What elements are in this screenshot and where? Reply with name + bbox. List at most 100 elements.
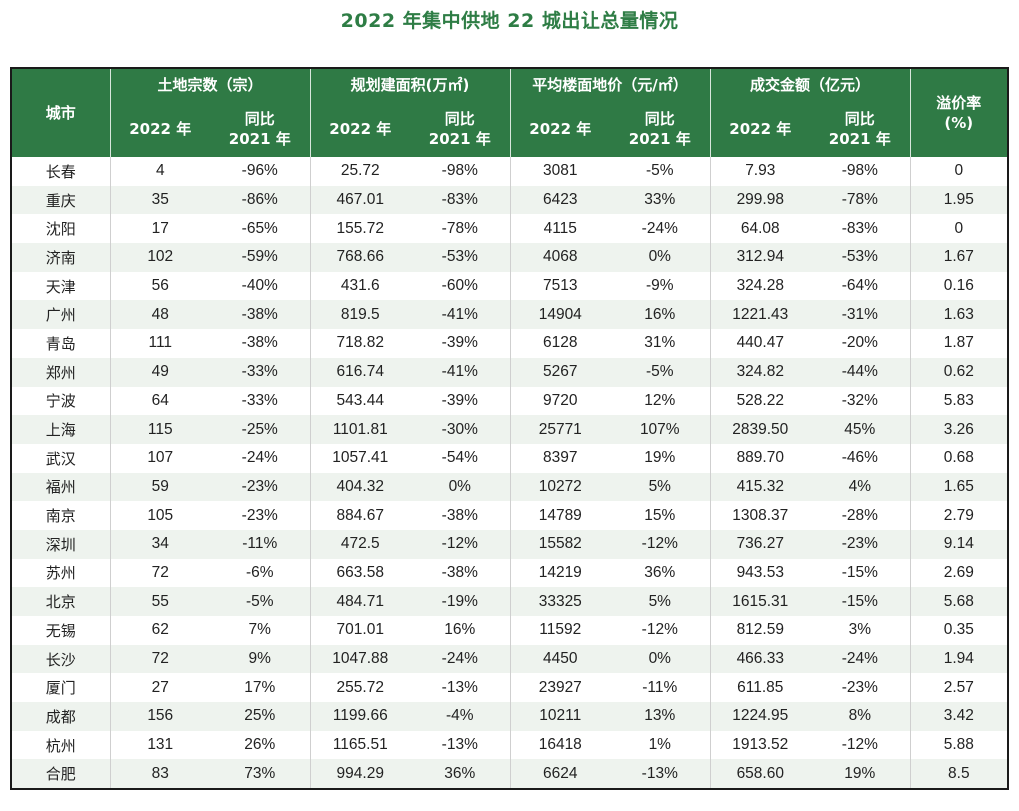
cell-deal-amount-yoy: -78% xyxy=(810,185,911,215)
cell-deal-amount-2022: 1615.31 xyxy=(709,587,811,616)
cell-deal-amount-yoy: -46% xyxy=(810,443,911,473)
cell-land-count-yoy: -5% xyxy=(210,587,311,616)
page-title: 2022 年集中供地 22 城出让总量情况 xyxy=(340,10,679,32)
cell-land-count-2022: 83 xyxy=(109,759,210,790)
cell-floor-price-2022: 23927 xyxy=(509,673,611,703)
cell-land-count-yoy: -96% xyxy=(210,157,311,186)
land-supply-table: 城市 土地宗数（宗） 规划建面积(万㎡) 平均楼面地价（元/㎡） 成交金额（亿元… xyxy=(10,67,1010,791)
cell-premium-rate: 2.79 xyxy=(909,501,1009,530)
cell-land-count-yoy: -23% xyxy=(210,472,311,502)
subheader-yoy-line2: 2021 年 xyxy=(228,129,291,148)
table-row: 厦门 27 17% 255.72 -13% 23927 -11% 611.85 -23% 2.57 xyxy=(11,673,1009,703)
cell-premium-rate: 1.94 xyxy=(909,644,1009,674)
cell-premium-rate: 2.69 xyxy=(909,558,1009,588)
cell-premium-rate: 5.88 xyxy=(909,730,1009,760)
cell-deal-amount-2022: 2839.50 xyxy=(709,415,811,444)
cell-deal-amount-yoy: -28% xyxy=(810,501,911,530)
table-row: 福州 59 -23% 404.32 0% 10272 5% 415.32 4% 1.65 xyxy=(11,472,1009,502)
header-group-floor-price: 平均楼面地价（元/㎡） xyxy=(509,68,711,100)
cell-city: 长沙 xyxy=(11,644,110,674)
cell-premium-rate: 3.26 xyxy=(909,415,1009,444)
cell-floor-price-yoy: 31% xyxy=(610,329,711,358)
table-row: 济南 102 -59% 768.66 -53% 4068 0% 312.94 -53% 1.67 xyxy=(11,243,1009,272)
cell-deal-amount-2022: 658.60 xyxy=(709,759,811,790)
cell-floor-price-2022: 25771 xyxy=(509,415,611,444)
cell-deal-amount-yoy: -44% xyxy=(810,357,911,387)
cell-city: 广州 xyxy=(11,300,110,330)
subheader-planned-area-2022: 2022 年 xyxy=(309,100,411,157)
table-row: 广州 48 -38% 819.5 -41% 14904 16% 1221.43 -31% 1.63 xyxy=(11,300,1009,330)
cell-deal-amount-2022: 1913.52 xyxy=(709,730,811,760)
cell-floor-price-yoy: -13% xyxy=(610,759,711,790)
cell-deal-amount-2022: 1224.95 xyxy=(709,702,811,731)
cell-planned-area-2022: 701.01 xyxy=(309,616,411,645)
cell-floor-price-2022: 11592 xyxy=(509,616,611,645)
cell-planned-area-yoy: 0% xyxy=(410,472,511,502)
cell-city: 厦门 xyxy=(11,673,110,703)
cell-city: 南京 xyxy=(11,501,110,530)
cell-land-count-2022: 4 xyxy=(109,157,210,186)
cell-floor-price-yoy: 19% xyxy=(610,443,711,473)
cell-deal-amount-yoy: 4% xyxy=(810,472,911,502)
cell-planned-area-yoy: -19% xyxy=(410,587,511,616)
cell-land-count-yoy: 9% xyxy=(210,644,311,674)
cell-city: 苏州 xyxy=(11,558,110,588)
cell-floor-price-yoy: 0% xyxy=(610,644,711,674)
subheader-land-count-2022: 2022 年 xyxy=(109,100,210,157)
cell-floor-price-yoy: 0% xyxy=(610,243,711,272)
cell-land-count-yoy: 25% xyxy=(210,702,311,731)
cell-deal-amount-2022: 528.22 xyxy=(709,386,811,416)
cell-deal-amount-2022: 324.28 xyxy=(709,271,811,301)
cell-planned-area-2022: 543.44 xyxy=(309,386,411,416)
cell-land-count-2022: 72 xyxy=(109,558,210,588)
cell-floor-price-2022: 9720 xyxy=(509,386,611,416)
cell-planned-area-2022: 768.66 xyxy=(309,243,411,272)
cell-planned-area-yoy: -4% xyxy=(410,702,511,731)
cell-planned-area-2022: 255.72 xyxy=(309,673,411,703)
cell-premium-rate: 0.62 xyxy=(909,357,1009,387)
cell-deal-amount-2022: 736.27 xyxy=(709,529,811,559)
cell-premium-rate: 1.63 xyxy=(909,300,1009,330)
cell-floor-price-2022: 14789 xyxy=(509,501,611,530)
cell-premium-rate: 2.57 xyxy=(909,673,1009,703)
subheader-yoy-line1: 同比 xyxy=(844,109,875,128)
cell-planned-area-yoy: -24% xyxy=(410,644,511,674)
cell-floor-price-yoy: -12% xyxy=(610,616,711,645)
cell-planned-area-yoy: -53% xyxy=(410,243,511,272)
cell-deal-amount-yoy: 8% xyxy=(810,702,911,731)
cell-planned-area-yoy: 16% xyxy=(410,616,511,645)
cell-floor-price-2022: 6128 xyxy=(509,329,611,358)
cell-floor-price-yoy: 5% xyxy=(610,472,711,502)
header-group-planned-area: 规划建面积(万㎡) xyxy=(309,68,511,100)
cell-deal-amount-yoy: 3% xyxy=(810,616,911,645)
cell-premium-rate: 1.65 xyxy=(909,472,1009,502)
table-row: 青岛 111 -38% 718.82 -39% 6128 31% 440.47 -20% 1.87 xyxy=(11,329,1009,358)
cell-city: 杭州 xyxy=(11,730,110,760)
subheader-yoy-line1: 同比 xyxy=(444,109,475,128)
table-row: 武汉 107 -24% 1057.41 -54% 8397 19% 889.70 -46% 0.6… xyxy=(11,443,1009,473)
cell-land-count-yoy: -40% xyxy=(210,271,311,301)
table-row: 苏州 72 -6% 663.58 -38% 14219 36% 943.53 -15% 2.69 xyxy=(11,558,1009,588)
cell-floor-price-yoy: 1% xyxy=(610,730,711,760)
cell-floor-price-yoy: 5% xyxy=(610,587,711,616)
cell-deal-amount-2022: 324.82 xyxy=(709,357,811,387)
cell-floor-price-yoy: 13% xyxy=(610,702,711,731)
cell-floor-price-2022: 7513 xyxy=(509,271,611,301)
subheader-land-count-yoy: 同比 2021 年 xyxy=(210,100,311,157)
cell-city: 济南 xyxy=(11,243,110,272)
subheader-yoy-line2: 2021 年 xyxy=(428,129,491,148)
cell-floor-price-yoy: 12% xyxy=(610,386,711,416)
cell-planned-area-yoy: -60% xyxy=(410,271,511,301)
cell-deal-amount-yoy: -53% xyxy=(810,243,911,272)
cell-city: 福州 xyxy=(11,472,110,502)
cell-premium-rate: 8.5 xyxy=(909,759,1009,790)
cell-land-count-2022: 156 xyxy=(109,702,210,731)
cell-land-count-yoy: 17% xyxy=(210,673,311,703)
cell-deal-amount-yoy: -15% xyxy=(810,558,911,588)
cell-land-count-yoy: -23% xyxy=(210,501,311,530)
table-row: 深圳 34 -11% 472.5 -12% 15582 -12% 736.27 -23% 9.14 xyxy=(11,529,1009,559)
cell-city: 青岛 xyxy=(11,329,110,358)
table-row: 杭州 131 26% 1165.51 -13% 16418 1% 1913.52 -12% 5.8… xyxy=(11,730,1009,760)
cell-floor-price-2022: 14904 xyxy=(509,300,611,330)
cell-land-count-2022: 111 xyxy=(109,329,210,358)
